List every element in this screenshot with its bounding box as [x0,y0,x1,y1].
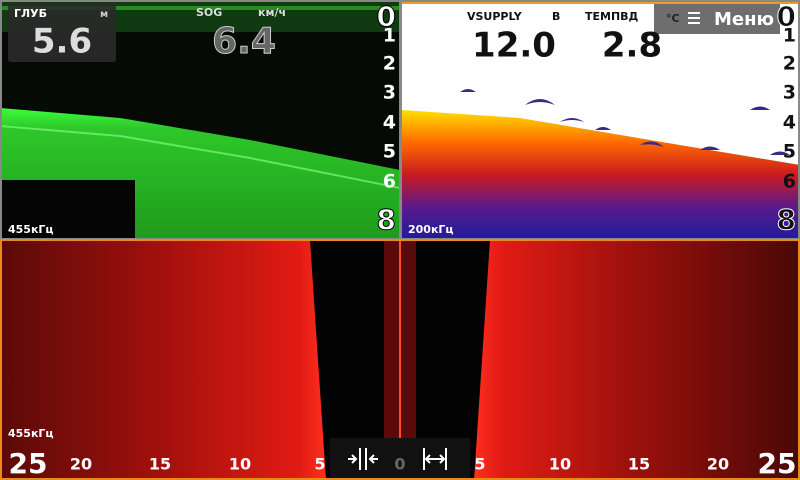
range-scale-label: 0 [394,455,405,474]
sog-label: SOG [196,6,222,19]
bottom-echo [402,110,800,240]
depth-scale-label: 5 [383,141,396,163]
depth-scale-label: 4 [383,112,396,134]
fish-arch [560,118,584,122]
range-scale-label: 15 [628,455,650,474]
fish-arch [525,99,555,105]
fish-arch [750,106,770,110]
depth-value: 5.6 [32,22,92,62]
menu-icon [688,22,700,24]
range-scale-label: 25 [9,447,48,480]
fish-arch [460,89,476,92]
range-scale-label: 5 [314,455,325,474]
surface-line [0,6,400,10]
menu-icon [688,12,700,14]
vsupply-unit: В [552,10,560,23]
depth-scale-label: 1 [383,25,396,47]
range-scale-label: 20 [707,455,729,474]
active-panel-border [0,239,800,480]
depth-scale-label: 3 [383,82,396,104]
depth-scale-label: 8 [777,203,796,236]
temp-label: ТЕМПВД [585,10,639,23]
fish-arch [700,146,720,150]
range-scale-label: 5 [474,455,485,474]
depth-scale-label: 0 [777,0,796,33]
frequency: 200кГц [408,223,454,236]
port-scan [0,240,326,480]
icon [423,448,447,470]
depth-label: ГЛУБ [14,7,47,20]
depth-scale-label: 6 [783,171,796,193]
range-scale-label: 25 [758,447,797,480]
sog-value: 6.4 [212,21,276,62]
overlay-box [0,180,135,238]
frequency: 455кГц [8,223,54,236]
range-scale-label: 10 [229,455,251,474]
depth-unit: м [100,9,108,20]
depth-scale-label: 2 [783,53,796,75]
center-line [399,240,401,440]
depth-scale-label: 6 [383,171,396,193]
depth-scale-label: 4 [783,112,796,134]
vsupply-label: VSUPPLY [467,10,523,23]
temp-unit: °C [666,12,680,25]
fish-arch [770,151,790,155]
vsupply-value: 12.0 [472,26,556,66]
range-scale-label: 10 [549,455,571,474]
bottom-line [0,125,401,189]
depth-box [8,4,116,62]
range-scale-label: 15 [149,455,171,474]
zoom-in-button[interactable] [348,448,378,470]
menu-icon [688,17,700,19]
fish-arch [640,141,664,147]
bottom-panel: 455кГц [0,240,800,480]
fish-arch [595,127,611,130]
starboard-scan [474,240,800,480]
frequency: 455кГц [8,427,54,440]
range-scale-label: 20 [70,455,92,474]
depth-scale-label: 2 [383,53,396,75]
fish-arches [460,89,790,155]
temp-value: 2.8 [602,26,662,66]
zoom-out-button[interactable] [423,448,447,470]
icon [348,448,378,470]
sog-unit: км/ч [258,6,286,19]
depth-scale-label: 8 [377,203,396,236]
depth-scale-label: 3 [783,82,796,104]
depth-scale-label: 0 [377,0,396,33]
menu-button[interactable]: Меню [688,9,774,30]
right-panel: °C Меню VSUPPLY В 12.0 ТЕМПВД 2.8 200кГц [402,0,800,240]
menu-bg [654,4,780,34]
depth-scale-label: 1 [783,25,796,47]
depth-scale-label: 5 [783,141,796,163]
menu-label[interactable]: Меню [714,9,774,30]
left-panel: ГЛУБ м 5.6 SOG км/ч 6.4 455кГц [0,0,401,240]
